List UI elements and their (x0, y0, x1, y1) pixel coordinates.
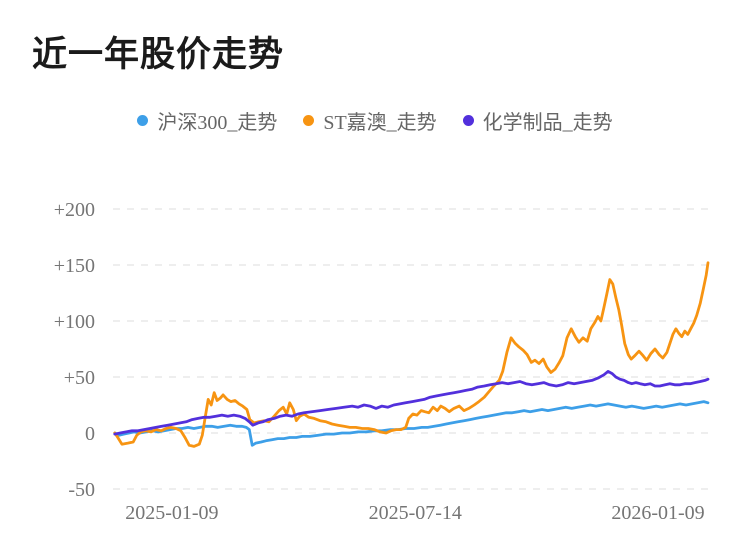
chart-legend: 沪深300_走势 ST嘉澳_走势 化学制品_走势 (0, 106, 750, 135)
series-line-st-jiaao (113, 261, 710, 448)
y-axis-tick-label: 0 (85, 423, 95, 445)
legend-dot-chemical-icon (462, 115, 474, 126)
x-axis-tick-label: 2025-01-09 (125, 502, 218, 524)
y-axis-tick-label: +200 (54, 199, 95, 221)
legend-dot-st-jiaao-icon (303, 115, 315, 126)
legend-item-chemical[interactable]: 化学制品_走势 (462, 106, 613, 135)
y-axis-tick-label: -50 (68, 479, 95, 501)
legend-label-st-jiaao: ST嘉澳_走势 (323, 112, 437, 134)
series-line-hs300 (113, 400, 710, 447)
legend-dot-hs300-icon (137, 115, 149, 126)
y-axis-tick-label: +100 (54, 311, 95, 333)
x-axis-tick-label: 2025-07-14 (369, 502, 462, 524)
legend-label-hs300: 沪深300_走势 (157, 112, 278, 134)
page-title: 近一年股价走势 (32, 35, 285, 74)
y-axis-tick-label: +150 (54, 255, 95, 277)
legend-item-hs300[interactable]: 沪深300_走势 (137, 106, 277, 135)
series-line-chemical (113, 369, 710, 436)
y-axis-tick-label: +50 (64, 367, 95, 389)
legend-item-st-jiaao[interactable]: ST嘉澳_走势 (303, 106, 437, 135)
x-axis-tick-label: 2026-01-09 (611, 502, 704, 524)
legend-label-chemical: 化学制品_走势 (482, 112, 613, 134)
